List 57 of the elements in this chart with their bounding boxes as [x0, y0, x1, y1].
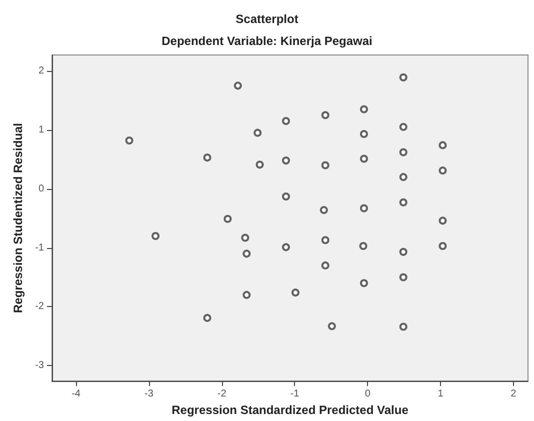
point	[438, 166, 447, 175]
x-tick-label: -3	[144, 388, 154, 400]
point	[438, 242, 447, 250]
point	[399, 322, 408, 331]
point	[320, 206, 328, 214]
point	[242, 250, 251, 258]
x-tick-label: 2	[510, 388, 517, 400]
x-tick-label: 0	[364, 388, 371, 400]
point	[282, 243, 290, 252]
point	[234, 82, 242, 90]
point	[291, 288, 300, 297]
x-tick-label: -4	[72, 388, 81, 400]
point	[399, 198, 408, 206]
point	[203, 154, 212, 162]
point	[360, 154, 368, 163]
chart-title: Scatterplot	[236, 12, 298, 26]
point	[254, 128, 262, 137]
point	[360, 130, 368, 138]
y-tick-label: 0	[38, 183, 44, 194]
y-axis-title: Regression Studentized Residual	[11, 122, 26, 314]
y-tick-label: -3	[35, 360, 44, 372]
point	[321, 236, 330, 244]
x-axis-title: Regression Standardized Predicted Value	[172, 402, 409, 417]
point	[321, 111, 330, 120]
point	[321, 161, 330, 170]
point	[438, 141, 447, 150]
point	[399, 122, 408, 131]
point	[282, 156, 290, 165]
point	[282, 192, 290, 200]
point	[125, 136, 134, 144]
point	[321, 261, 330, 270]
y-tick-label: 2	[38, 65, 44, 76]
x-tick-label: 1	[438, 388, 444, 400]
y-tick-label: -1	[35, 242, 44, 254]
point	[360, 279, 368, 288]
point	[328, 322, 336, 330]
x-tick-label: -2	[217, 388, 227, 400]
point	[360, 204, 368, 212]
point	[399, 148, 408, 156]
point	[359, 242, 368, 250]
point	[256, 160, 264, 169]
point	[399, 248, 408, 256]
y-tick-label: -2	[35, 301, 44, 312]
point	[438, 216, 447, 225]
chart-subtitle: Dependent Variable: Kinerja Pegawai	[162, 34, 372, 48]
point	[399, 173, 408, 182]
point	[241, 234, 250, 242]
point	[203, 314, 212, 322]
point	[360, 105, 368, 114]
point	[399, 273, 408, 282]
point	[242, 290, 251, 299]
y-tick-label: 1	[38, 124, 44, 136]
point	[399, 73, 408, 82]
x-tick-label: -1	[290, 388, 300, 400]
point	[224, 214, 232, 223]
point	[152, 232, 160, 240]
point	[282, 117, 290, 126]
